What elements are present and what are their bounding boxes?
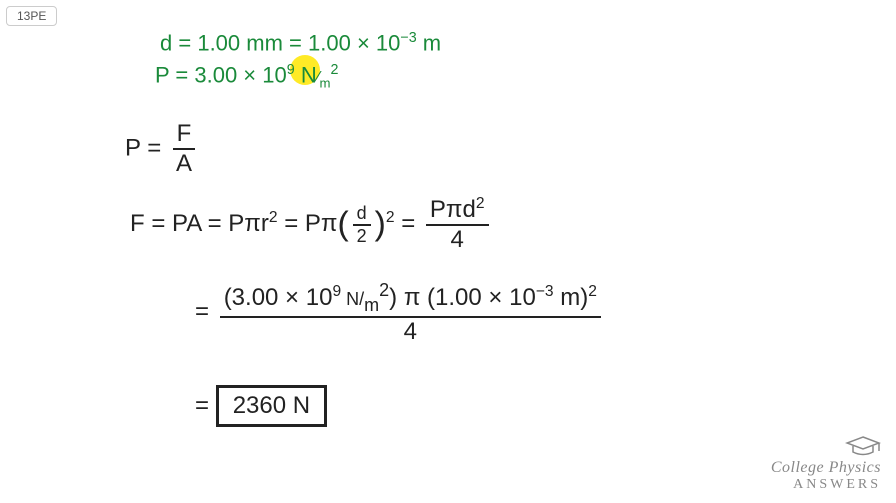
num-d: d bbox=[353, 203, 371, 226]
val2: ) π (1.00 × 10 bbox=[389, 284, 536, 311]
val1: (3.00 × 10 bbox=[224, 284, 333, 311]
equals: = bbox=[401, 210, 422, 237]
watermark: College Physics ANSWERS bbox=[771, 435, 881, 493]
force-derivation: F = PA = Pπr2 = Pπ( d 2 )2 = Pπd2 4 bbox=[130, 195, 493, 254]
f-pa-pir2: F = PA = Pπr bbox=[130, 210, 269, 237]
badge-text: 13PE bbox=[17, 9, 46, 23]
watermark-line1: College Physics bbox=[771, 459, 881, 477]
exp1: 9 bbox=[332, 283, 341, 300]
p-unit-sq: 2 bbox=[330, 62, 338, 78]
given-pressure: P = 3.00 × 109 N⁄m2 bbox=[155, 62, 338, 91]
answer-value: 2360 N bbox=[233, 392, 310, 419]
u1m: m bbox=[364, 295, 379, 315]
close-paren: ) bbox=[375, 206, 386, 243]
graduation-cap-icon bbox=[771, 435, 881, 457]
d-sq: 2 bbox=[476, 195, 485, 212]
p-unit-n: N bbox=[301, 62, 317, 87]
given-diameter: d = 1.00 mm = 1.00 × 10−3 m bbox=[160, 30, 441, 56]
fraction-final: Pπd2 4 bbox=[426, 195, 489, 254]
equals-ppi: = Pπ bbox=[284, 210, 337, 237]
d-exponent: −3 bbox=[400, 30, 416, 46]
fraction-fa: F A bbox=[172, 120, 196, 178]
den-2: 2 bbox=[353, 226, 371, 247]
p-exponent: 9 bbox=[287, 62, 295, 78]
exp2: −3 bbox=[536, 283, 554, 300]
eq-sign: = bbox=[195, 298, 216, 325]
substitution: = (3.00 × 109 N/m2) π (1.00 × 10−3 m)2 4 bbox=[195, 280, 605, 346]
p-equals: P = bbox=[125, 134, 161, 161]
num-ppid2: Pπd2 bbox=[426, 195, 489, 226]
u2: m) bbox=[554, 284, 589, 311]
problem-badge: 13PE bbox=[6, 6, 57, 26]
substitution-fraction: (3.00 × 109 N/m2) π (1.00 × 10−3 m)2 4 bbox=[220, 280, 601, 346]
final-answer-line: = 2360 N bbox=[195, 385, 327, 427]
den-4: 4 bbox=[447, 226, 468, 254]
fraction-d2: d 2 bbox=[353, 203, 371, 247]
d-unit: m bbox=[417, 30, 441, 55]
d-value-mm: = 1.00 mm bbox=[178, 30, 283, 55]
substitution-den: 4 bbox=[400, 318, 421, 346]
d2-squared: 2 bbox=[386, 209, 395, 226]
watermark-line2: ANSWERS bbox=[771, 477, 881, 493]
d-variable: d bbox=[160, 30, 172, 55]
u1: N/ bbox=[341, 289, 364, 309]
r-squared: 2 bbox=[269, 209, 278, 226]
final-eq: = bbox=[195, 392, 216, 419]
d-value-m: = 1.00 × 10 bbox=[289, 30, 400, 55]
open-paren: ( bbox=[337, 206, 348, 243]
p-unit-m: m bbox=[319, 76, 330, 91]
p-value: = 3.00 × 10 bbox=[175, 62, 286, 87]
sq-outer: 2 bbox=[588, 283, 597, 300]
ppid: Pπd bbox=[430, 196, 476, 223]
numerator-f: F bbox=[173, 120, 196, 150]
answer-box: 2360 N bbox=[216, 385, 327, 427]
pressure-formula: P = F A bbox=[125, 120, 200, 178]
u1sq: 2 bbox=[379, 280, 389, 300]
denominator-a: A bbox=[172, 150, 196, 178]
substitution-num: (3.00 × 109 N/m2) π (1.00 × 10−3 m)2 bbox=[220, 280, 601, 318]
p-variable: P bbox=[155, 62, 169, 87]
